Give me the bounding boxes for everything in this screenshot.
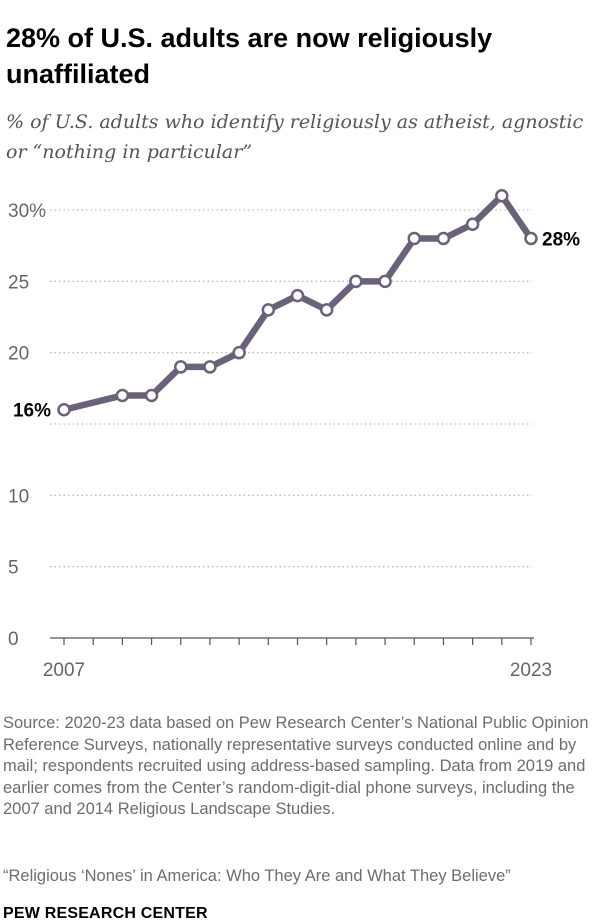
- chart-subtitle: % of U.S. adults who identify religiousl…: [6, 111, 584, 163]
- y-tick-label: 20: [8, 344, 29, 365]
- data-point: [57, 402, 71, 417]
- data-point: [232, 345, 246, 360]
- data-point: [144, 388, 159, 403]
- data-point: [290, 288, 305, 303]
- y-tick-label: 25: [8, 272, 29, 293]
- x-tick-label: 2007: [43, 660, 85, 681]
- data-point: [174, 360, 188, 374]
- report-title: “Religious ‘Nones’ in America: Who They …: [3, 867, 511, 885]
- y-tick-label: 10: [8, 486, 29, 507]
- y-tick-label: 0: [8, 629, 19, 650]
- y-tick-label: 30%: [8, 201, 46, 222]
- data-point: [349, 274, 363, 289]
- data-point: [203, 360, 217, 374]
- data-point: [319, 303, 334, 317]
- source-note: Source: 2020-23 data based on Pew Resear…: [3, 714, 589, 818]
- data-point: [115, 388, 130, 403]
- data-label: 16%: [13, 401, 51, 422]
- data-point: [524, 231, 538, 246]
- data-point: [465, 217, 480, 232]
- data-point: [495, 188, 509, 203]
- data-point: [378, 274, 392, 289]
- chart-title: 28% of U.S. adults are now religiously u…: [6, 23, 493, 89]
- data-point: [436, 231, 451, 246]
- series-line: [60, 192, 535, 413]
- x-tick-label: 2023: [510, 660, 552, 681]
- brand-logo-text: PEW RESEARCH CENTER: [3, 905, 208, 922]
- data-point: [261, 303, 276, 317]
- y-tick-label: 5: [8, 558, 19, 579]
- data-point: [407, 231, 421, 246]
- data-label: 28%: [542, 230, 580, 251]
- line-chart: 0 5 10 20 25 30% 2007 2023 16% 28%: [8, 188, 580, 681]
